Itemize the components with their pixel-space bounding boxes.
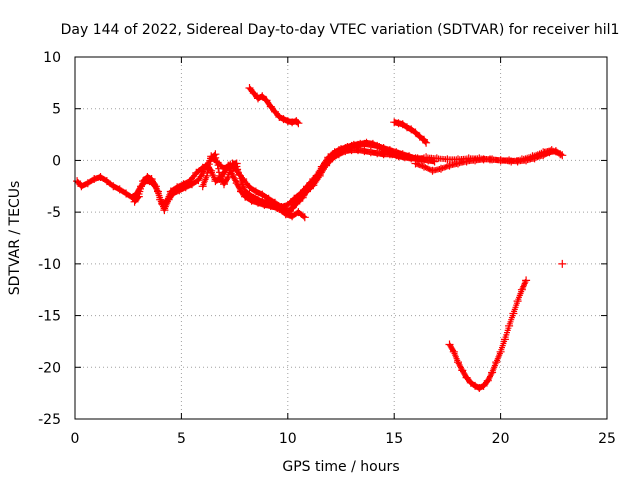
x-tick-label: 0 [71, 431, 80, 447]
x-tick-label: 25 [598, 431, 616, 447]
x-tick-label: 15 [385, 431, 403, 447]
data-point [213, 154, 220, 161]
data-point [422, 138, 431, 147]
data-point [206, 161, 213, 168]
data-point [206, 164, 213, 171]
x-axis-label: GPS time / hours [282, 459, 399, 475]
data-point [417, 155, 426, 164]
data-point [160, 206, 169, 215]
data-point [224, 175, 231, 182]
data-point [488, 368, 497, 377]
chart-title: Day 144 of 2022, Sidereal Day-to-day VTE… [61, 22, 620, 38]
x-tick-label: 10 [279, 431, 297, 447]
grid-lines [75, 57, 607, 419]
data-point [235, 169, 242, 176]
tick-labels: 0 5 10 15 20 25 -25 -20 -15 -10 -5 0 5 10 [38, 50, 616, 447]
data-point [558, 259, 567, 268]
data-points [73, 84, 567, 392]
data-point [556, 150, 565, 159]
data-point [215, 165, 222, 172]
data-point [234, 163, 241, 170]
data-point [198, 182, 207, 191]
data-point [211, 150, 220, 159]
y-tick-label: -15 [38, 309, 61, 325]
data-point [513, 297, 522, 306]
data-point [528, 152, 537, 161]
y-tick-label: -25 [38, 412, 61, 428]
data-point [488, 370, 495, 377]
data-point [156, 195, 165, 204]
data-point [216, 169, 222, 176]
plot-frame [74, 56, 608, 420]
data-point [237, 175, 244, 182]
y-tick-label: 0 [52, 153, 61, 169]
data-point [213, 158, 220, 165]
data-point [204, 170, 211, 176]
data-point [449, 347, 458, 356]
data-point [194, 176, 203, 185]
data-point [315, 171, 324, 180]
data-point [135, 194, 142, 201]
y-tick-label: -5 [47, 205, 61, 221]
data-point [300, 213, 307, 220]
data-point [205, 167, 212, 174]
data-point [509, 309, 518, 318]
axis-ticks [74, 56, 608, 420]
data-point [207, 158, 214, 165]
data-point [492, 358, 501, 367]
y-tick-label: -10 [38, 257, 61, 273]
data-point [236, 172, 243, 179]
data-point [214, 162, 221, 169]
data-point [522, 276, 531, 285]
y-tick-label: -20 [38, 360, 61, 376]
y-tick-label: 10 [43, 50, 61, 66]
y-axis-label: SDTVAR / TECUs [7, 181, 23, 296]
x-tick-label: 20 [492, 431, 510, 447]
data-point [300, 213, 309, 222]
data-point [294, 119, 303, 128]
data-point [235, 166, 242, 173]
data-point [496, 347, 505, 356]
data-point [152, 182, 159, 189]
y-tick-label: 5 [52, 102, 61, 118]
data-point [237, 177, 245, 186]
x-tick-label: 5 [177, 431, 186, 447]
